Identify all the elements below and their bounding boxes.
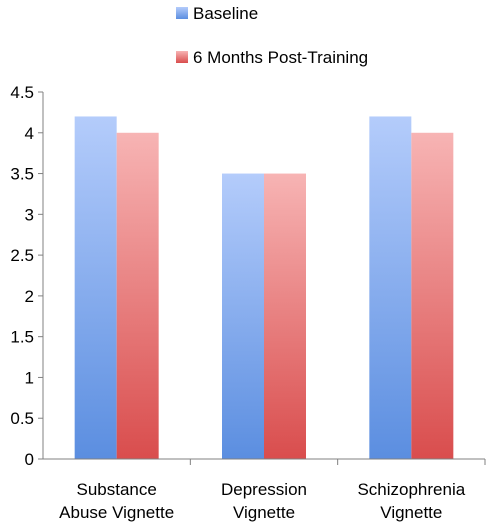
- bar-baseline: [74, 116, 117, 459]
- x-axis: Substance Abuse Vignette Depression Vignett…: [43, 458, 486, 522]
- y-axis: 0 0.5 1 1.5 2 2.5 3 3.5 4 4.5: [10, 83, 44, 469]
- x-tick-label: Vignette: [233, 503, 295, 522]
- y-tick-label: 1: [25, 368, 34, 387]
- x-tick-label: Abuse Vignette: [59, 503, 174, 522]
- x-tick-label: Schizophrenia: [357, 480, 465, 499]
- legend-label: 6 Months Post-Training: [193, 48, 368, 67]
- bar-baseline: [369, 116, 412, 459]
- legend-label: Baseline: [193, 4, 258, 23]
- y-tick-label: 1.5: [10, 328, 34, 347]
- legend: Baseline 6 Months Post-Training: [176, 4, 368, 67]
- y-tick-label: 0.5: [10, 409, 34, 428]
- y-tick-label: 0: [25, 450, 34, 469]
- y-tick-label: 2.5: [10, 246, 34, 265]
- bar-post-training: [264, 173, 306, 460]
- y-tick-label: 2: [25, 287, 34, 306]
- y-tick-label: 4.5: [10, 83, 34, 102]
- y-tick-label: 3: [25, 205, 34, 224]
- x-tick-label: Depression: [221, 480, 307, 499]
- bar-post-training: [411, 132, 454, 459]
- bars: [74, 116, 454, 460]
- x-tick-label: Vignette: [380, 503, 442, 522]
- y-tick-label: 3.5: [10, 165, 34, 184]
- bar-post-training: [116, 132, 159, 459]
- legend-swatch: [176, 7, 188, 19]
- x-tick-label: Substance: [76, 480, 156, 499]
- legend-swatch: [176, 51, 188, 63]
- y-tick-label: 4: [25, 124, 34, 143]
- bar-baseline: [222, 173, 264, 460]
